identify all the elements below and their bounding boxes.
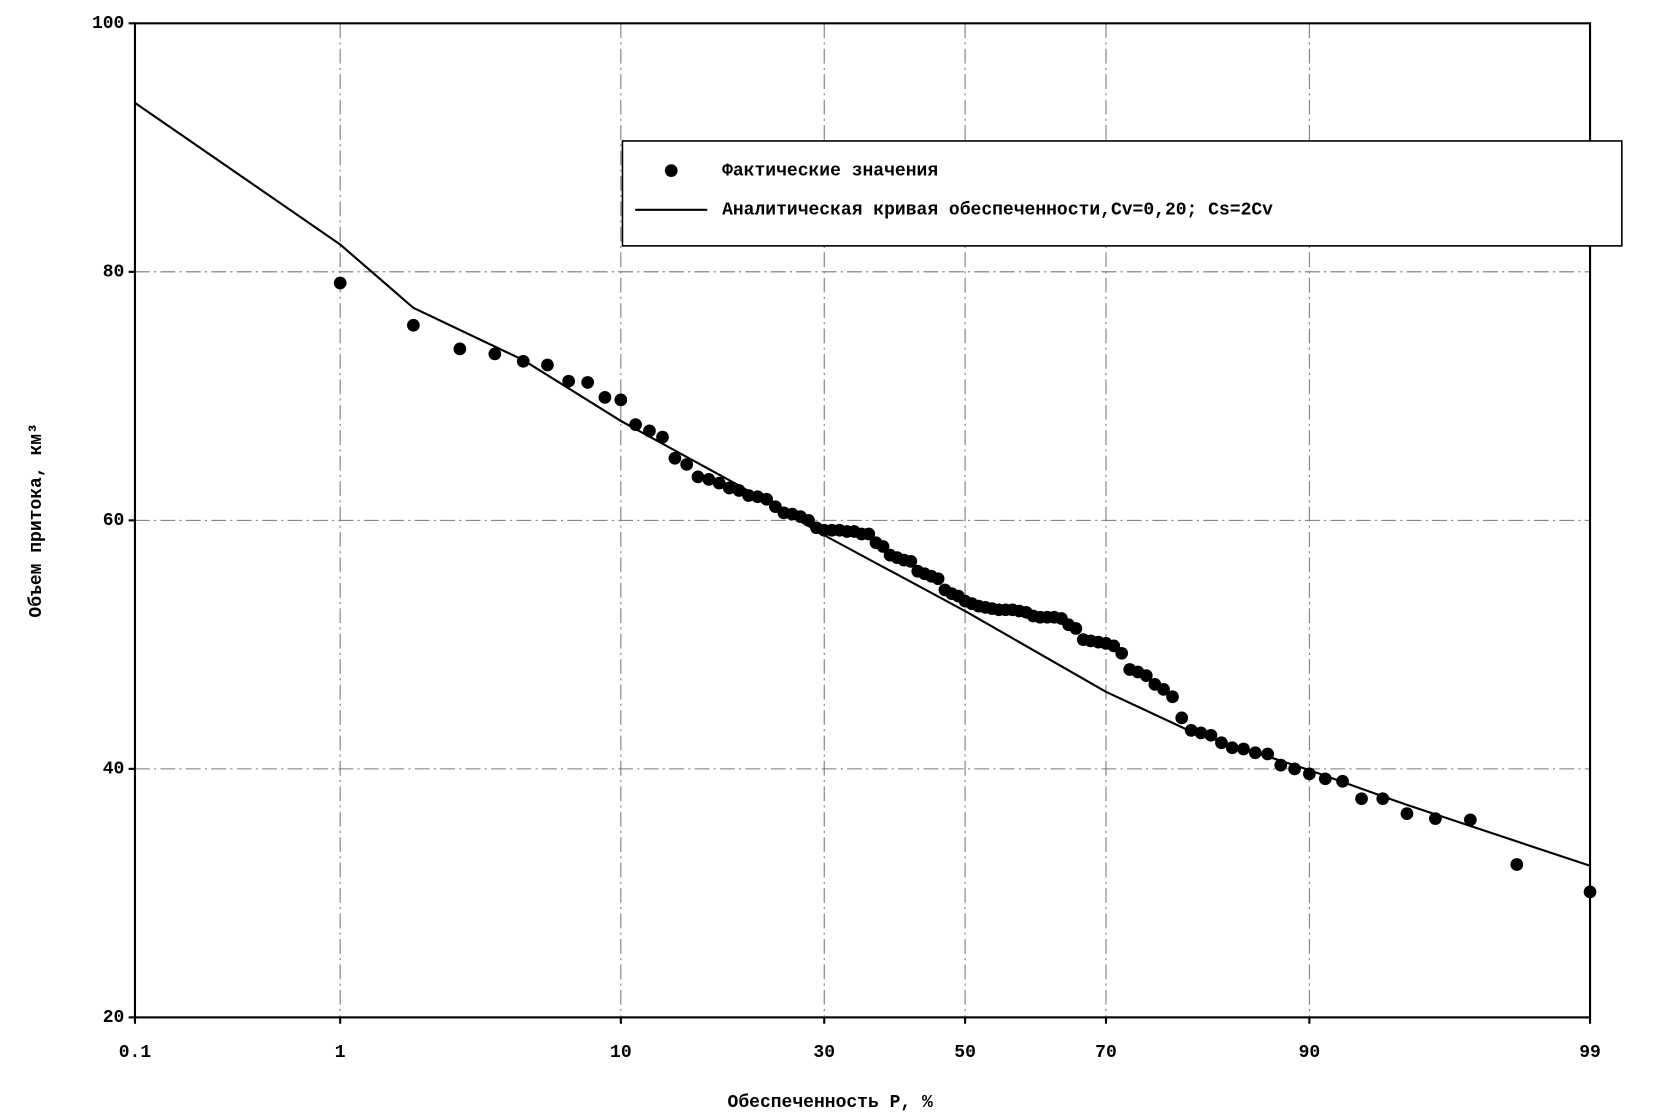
data-point [702,472,716,486]
x-tick-label: 99 [1579,1043,1601,1063]
y-tick-label: 40 [103,760,125,780]
data-point [1069,622,1083,635]
y-tick-label: 60 [103,511,125,531]
data-point [1510,858,1524,871]
data-point [614,393,628,407]
x-tick-label: 70 [1095,1043,1117,1063]
x-tick-label: 30 [813,1043,835,1063]
data-point [541,358,554,372]
x-tick-label: 90 [1299,1043,1321,1063]
curve [134,101,1591,867]
data-point [1355,792,1368,806]
plot-frame [133,22,1592,1019]
data-point [876,540,890,553]
y-tick-label: 80 [103,263,125,283]
data-point [1175,711,1189,725]
data-point [488,347,502,361]
y-tick-label: 100 [92,14,124,34]
data-point [1583,885,1597,899]
data-point [1463,813,1477,827]
x-tick-label: 0.1 [119,1043,152,1063]
data-point [722,481,736,495]
data-point [407,318,420,332]
data-point [333,276,347,290]
legend: Фактические значения Аналитическая кривая… [621,140,1623,247]
data-point [691,470,705,484]
data-point [680,458,694,471]
legend-label: Фактические значения [722,161,938,181]
data-point [1139,669,1153,683]
data-point [931,572,945,586]
data-point [598,390,612,404]
x-tick-label: 10 [610,1043,632,1063]
data-point [1115,646,1129,660]
data-point [1107,639,1121,653]
data-point [1400,807,1414,820]
data-point [904,554,918,568]
data-point [862,527,876,541]
legend-label: Аналитическая кривая обеспеченности,Cv=0… [722,200,1273,221]
data-point [668,451,682,465]
data-point [712,476,726,490]
x-tick-label: 1 [335,1043,346,1063]
y-tick-label: 20 [103,1008,125,1028]
data-point [581,376,595,389]
x-tick-label: 50 [954,1043,976,1063]
legend-box [621,140,1623,247]
data-point [453,342,467,356]
data-point [656,430,669,444]
y-axis-label: Объем притока, км³ [26,423,47,617]
data-point [1157,682,1170,696]
data-point [1166,690,1179,704]
x-axis-label: Обеспеченность P, % [728,1092,933,1113]
data-point [562,374,576,388]
legend-marker [664,164,678,177]
